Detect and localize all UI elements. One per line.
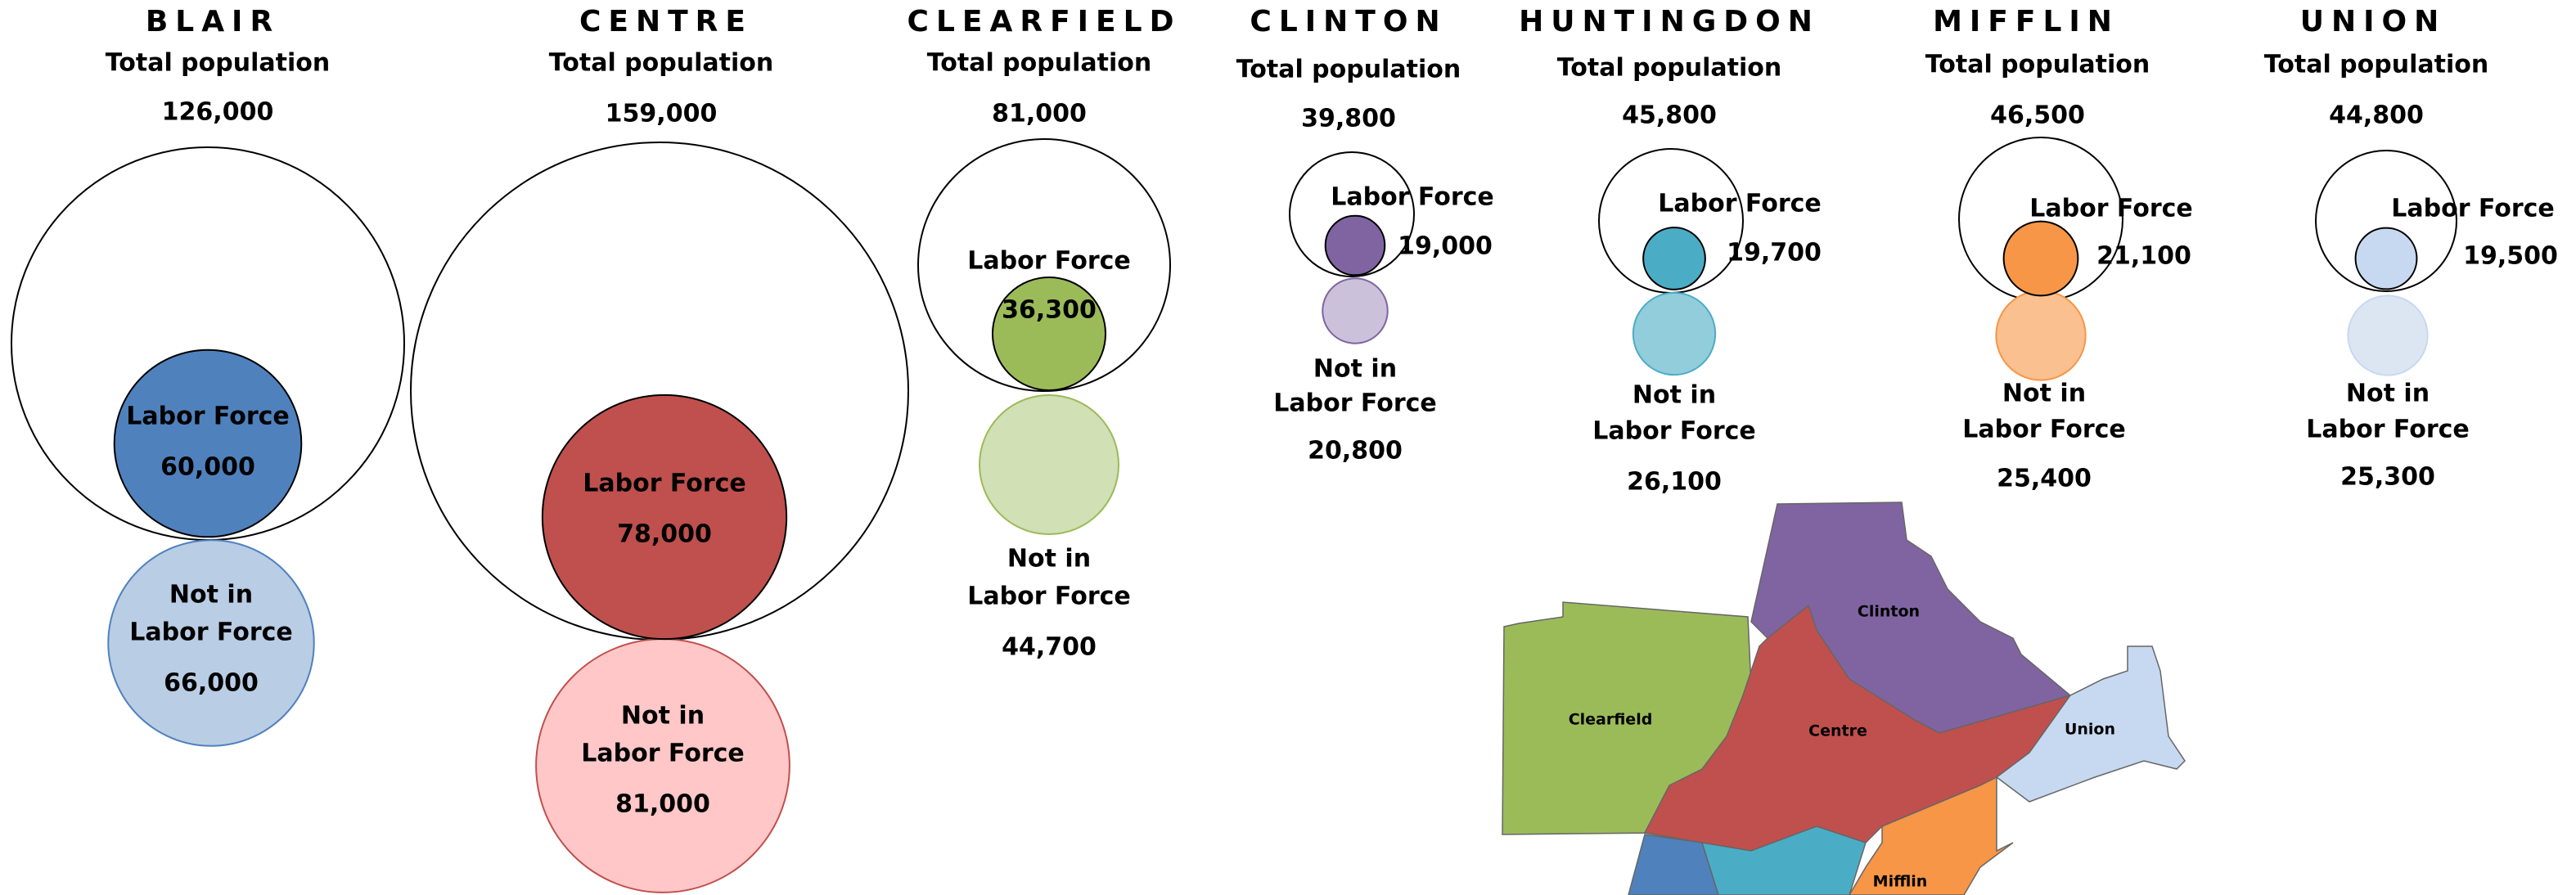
county-map: Clearfield Clinton Centre Union Mifflin (1502, 501, 2186, 895)
total-caption: Total population (927, 49, 1151, 78)
labor-force-value: 19,000 (1398, 232, 1493, 261)
not-in-caption: Not in (2346, 380, 2430, 408)
total-circle (917, 138, 1171, 392)
total-caption: Total population (1925, 51, 2150, 79)
total-value: 159,000 (606, 100, 718, 128)
labor-force-caption: Labor Force (583, 470, 746, 498)
labor-force-circle (2002, 220, 2079, 297)
county-name: CLINTON (1250, 5, 1447, 38)
not-in-value: 81,000 (615, 790, 710, 819)
not-in-caption: Not in (169, 581, 253, 609)
labor-force-circle (1324, 214, 1386, 277)
total-caption: Total population (106, 49, 330, 78)
total-caption: Total population (549, 49, 773, 78)
not-in-value: 25,300 (2340, 463, 2435, 492)
labor-force-circle (113, 349, 303, 538)
map-label: Clearfield (1569, 711, 1653, 729)
total-caption: Total population (1236, 56, 1461, 84)
not-in-caption: Labor Force (1273, 389, 1437, 418)
labor-force-caption: Labor Force (2029, 195, 2193, 223)
labor-force-value: 19,500 (2463, 242, 2558, 271)
labor-force-circle (1642, 227, 1706, 290)
total-caption: Total population (1557, 54, 1781, 83)
county: HUNTINGDON Total population 45,800 Labor Fo… (1519, 5, 1822, 497)
map-union (1995, 645, 2186, 803)
county-name: MIFFLIN (1933, 5, 2119, 38)
county-name: HUNTINGDON (1519, 5, 1820, 38)
county: CENTRE Total population 159,000 Labor Force… (410, 5, 909, 893)
not-in-caption: Labor Force (1962, 416, 2126, 444)
not-in-caption: Not in (2002, 380, 2086, 408)
not-in-caption: Labor Force (1592, 417, 1756, 446)
county: MIFFLIN Total population 46,500 Labor Force… (1925, 5, 2193, 493)
total-circle (1289, 151, 1415, 277)
not-in-caption: Labor Force (581, 740, 745, 768)
not-in-caption: Not in (1313, 355, 1397, 384)
not-in-circle (979, 394, 1119, 535)
not-in-caption: Labor Force (967, 582, 1131, 611)
not-in-value: 20,800 (1308, 437, 1403, 465)
map-label: Centre (1808, 722, 1867, 740)
labor-force-caption: Labor Force (967, 247, 1131, 276)
total-caption: Total population (2264, 51, 2488, 79)
labor-force-circle (991, 276, 1107, 392)
county: CLEARFIELD Total population 81,000 Labor Fo… (907, 5, 1182, 662)
total-value: 126,000 (162, 98, 274, 127)
labor-force-value: 19,700 (1727, 239, 1822, 268)
county: UNION Total population 44,800 Labor Force 19… (2264, 5, 2558, 492)
map-label: Union (2065, 721, 2115, 739)
county-name: CENTRE (579, 5, 753, 38)
county-name: BLAIR (146, 5, 280, 38)
not-in-circle (2347, 295, 2429, 376)
labor-force-value: 21,100 (2096, 242, 2191, 271)
labor-force-caption: Labor Force (2391, 195, 2555, 223)
total-value: 45,800 (1622, 101, 1717, 130)
county: CLINTON Total population 39,800 Labor Force… (1236, 5, 1494, 465)
not-in-value: 66,000 (164, 669, 259, 698)
map-label: Mifflin (1873, 873, 1928, 891)
labor-force-caption: Labor Force (1658, 190, 1822, 218)
not-in-circle (107, 539, 315, 747)
labor-force-circle (541, 394, 788, 641)
not-in-caption: Not in (1633, 381, 1716, 410)
map-mifflin (1849, 776, 2014, 895)
not-in-caption: Labor Force (129, 618, 293, 647)
not-in-circle (1632, 291, 1717, 376)
county: BLAIR Total population 126,000 Labor Force 6… (11, 5, 405, 747)
map-huntingdon (1700, 825, 1867, 895)
labor-force-caption: Labor Force (1331, 183, 1494, 212)
not-in-value: 26,100 (1627, 468, 1722, 497)
labor-force-value: 78,000 (617, 520, 712, 549)
not-in-caption: Labor Force (2306, 416, 2470, 444)
total-value: 39,800 (1301, 105, 1396, 133)
total-value: 46,500 (1990, 101, 2085, 130)
not-in-caption: Not in (1007, 545, 1091, 573)
map-label: Clinton (1858, 603, 1920, 621)
not-in-circle (1322, 277, 1389, 344)
labor-force-caption: Labor Force (126, 403, 290, 431)
county-name: UNION (2300, 5, 2447, 38)
total-circle (2315, 150, 2457, 292)
county-name: CLEARFIELD (907, 5, 1182, 38)
labor-force-value: 60,000 (160, 453, 255, 482)
total-value: 81,000 (992, 100, 1087, 128)
not-in-value: 25,400 (1997, 465, 2092, 493)
not-in-value: 44,700 (1002, 633, 1097, 662)
labor-force-value: 36,300 (1002, 296, 1097, 325)
not-in-circle (1995, 290, 2087, 381)
labor-force-circle (2354, 227, 2418, 290)
total-value: 44,800 (2329, 101, 2424, 130)
not-in-caption: Not in (621, 702, 705, 731)
